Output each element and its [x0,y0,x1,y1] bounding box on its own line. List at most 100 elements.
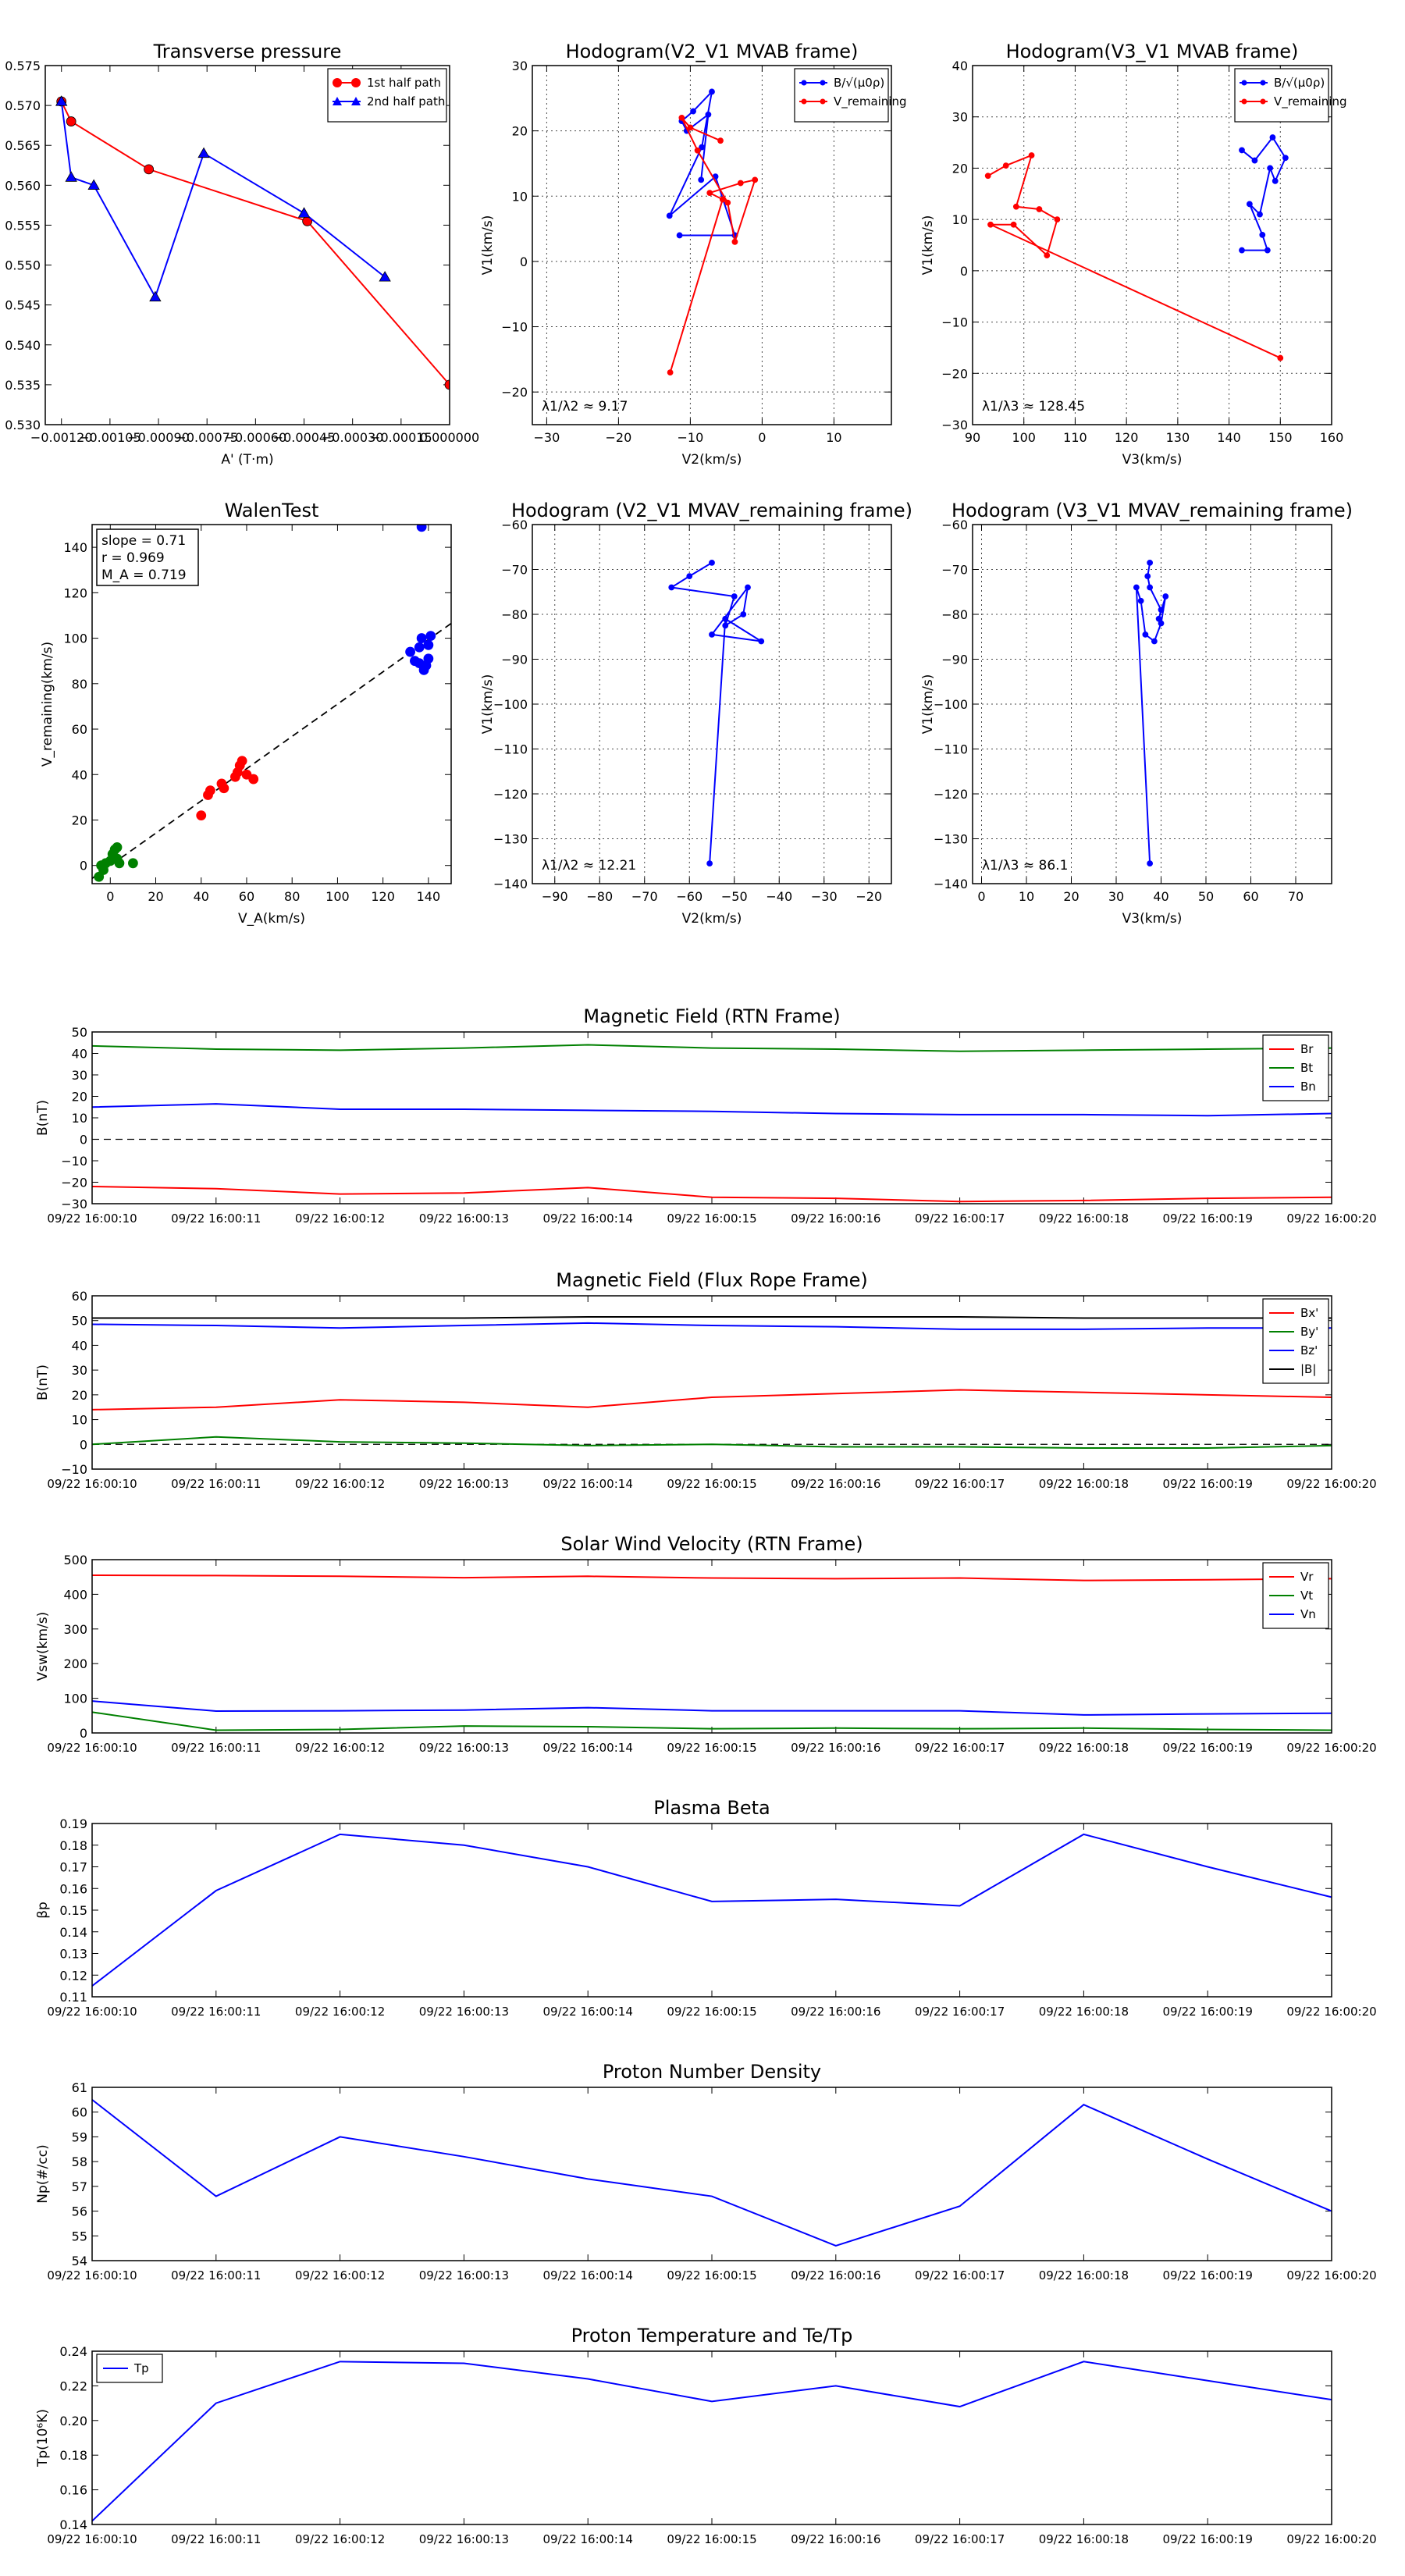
legend-label: Bx' [1300,1306,1318,1320]
x-tick-label: 60 [1243,889,1258,904]
legend-marker [1260,98,1266,105]
x-tick-label: 20 [148,889,163,904]
x-tick-label: 160 [1320,430,1344,445]
y-tick-label: −10 [61,1462,87,1477]
legend-marker [351,78,361,87]
data-point [705,111,712,118]
chart-title: Hodogram(V3_V1 MVAB frame) [1006,41,1299,62]
y-tick-label: 30 [72,1068,87,1083]
plot-border [91,1031,1332,1204]
data-point [128,858,138,869]
x-tick-label: 09/22 16:00:10 [47,2268,137,2282]
plot-content [668,559,765,867]
y-tick-label: −110 [493,742,528,757]
chart-proton_temperature: 0.14 0.16 0.18 0.20 0.22 0.24 09/22 16:00:10 09… [35,2325,1377,2546]
x-tick-label: −70 [631,889,658,904]
data-point [1151,638,1158,645]
y-tick-label: −70 [501,563,528,578]
y-tick-label: −30 [941,418,968,432]
y-tick-label: 0.11 [59,1990,87,2005]
y-tick-label: 0.15 [59,1903,87,1918]
plot-area [92,2087,1332,2261]
x-tick-label: −0.00090 [127,430,190,445]
x-tick-label: 0.000000 [420,430,479,445]
x-tick-label: 09/22 16:00:16 [791,2268,880,2282]
y-axis-label: V1(km/s) [920,674,936,735]
y-tick-label: 0 [80,1726,87,1741]
x-tick-label: 09/22 16:00:20 [1286,1477,1376,1491]
x-axis-label: V2(km/s) [682,911,742,927]
stats-line: r = 0.969 [101,550,165,566]
y-tick-label: 30 [952,110,968,125]
x-tick-label: 09/22 16:00:12 [295,2005,385,2019]
y-tick-label: 0 [960,264,968,279]
plot-content [1133,559,1169,867]
y-tick-label: −20 [61,1176,87,1190]
data-point [1133,584,1140,591]
chart-title: Hodogram(V2_V1 MVAB frame) [566,41,859,62]
series-line-Br [91,1186,1332,1203]
data-point [248,774,259,785]
data-point [1147,860,1154,867]
data-point [1264,247,1271,254]
legend-label: Bt [1300,1061,1313,1075]
x-tick-label: 0 [758,430,766,445]
plot-border [532,65,892,425]
data-point [444,379,450,390]
y-tick-label: −90 [501,653,528,667]
y-tick-label: 80 [72,677,87,692]
y-tick-label: 0.22 [59,2379,87,2393]
chart-hodogram_v2v1_mvav: −140 −130 −120 −110 −100 −90 −80 −70 −60 −90 −80 −7… [480,500,912,927]
chart-solar_wind_velocity: 0 100 200 300 400 500 09/22 16:00:10 09/22 16:0… [35,1533,1377,1755]
x-tick-label: −30 [811,889,838,904]
plot-area [92,1560,1332,1733]
x-tick-label: 09/22 16:00:11 [171,1212,261,1226]
chart-magnetic_field_flux_rope: −10 0 10 20 30 40 50 60 09/22 16:00:10 09/22 16:0… [35,1269,1377,1491]
legend-marker [801,80,807,86]
data-point [687,124,694,131]
x-tick-label: 20 [1063,889,1079,904]
series-line-Np [91,2099,1332,2247]
legend-marker [1260,80,1266,86]
data-point [96,860,107,871]
chart-hodogram_v2v1_mvab: −20 −10 0 10 20 30 −30 −20 −10 0 10 Hodogram(V2_V1 … [480,41,907,468]
x-tick-label: −90 [542,889,568,904]
x-tick-label: 09/22 16:00:13 [419,2532,509,2546]
x-tick-label: 09/22 16:00:17 [915,1741,1005,1755]
y-tick-label: −60 [941,518,968,532]
plot-content [984,134,1289,361]
legend-label: Vt [1300,1589,1313,1603]
x-tick-label: 09/22 16:00:20 [1286,2005,1376,2019]
y-tick-label: 0.19 [59,1816,87,1831]
plot-border [44,65,450,425]
x-tick-label: 09/22 16:00:19 [1163,1212,1253,1226]
x-tick-label: 50 [1198,889,1214,904]
x-tick-label: 09/22 16:00:12 [295,1212,385,1226]
y-tick-label: 400 [63,1587,87,1602]
y-tick-label: 30 [72,1363,87,1378]
x-tick-label: 09/22 16:00:14 [543,1477,633,1491]
x-tick-label: 09/22 16:00:13 [419,1212,509,1226]
data-point-triangle [55,95,68,106]
y-tick-label: 40 [952,59,968,73]
data-point [666,212,673,219]
legend-label: Bz' [1300,1343,1318,1357]
x-axis-label: A' (T·m) [221,452,273,468]
x-axis-label: V3(km/s) [1122,452,1183,468]
x-tick-label: 09/22 16:00:15 [667,2532,756,2546]
x-tick-label: 120 [1115,430,1139,445]
x-tick-label: 09/22 16:00:19 [1163,1477,1253,1491]
y-tick-label: 0.20 [59,2414,87,2428]
chart-title: Transverse pressure [153,41,342,62]
y-tick-label: −30 [61,1197,87,1212]
plot-content [92,525,451,882]
legend-label: |B| [1300,1362,1316,1376]
plot-border [91,524,452,884]
y-tick-label: 57 [72,2179,87,2194]
y-tick-label: −100 [934,697,968,712]
y-axis-label: B(nT) [35,1364,51,1400]
x-tick-label: 09/22 16:00:14 [543,2532,633,2546]
y-tick-label: 0.17 [59,1860,87,1875]
data-point [758,638,765,645]
x-tick-label: 09/22 16:00:17 [915,2532,1005,2546]
